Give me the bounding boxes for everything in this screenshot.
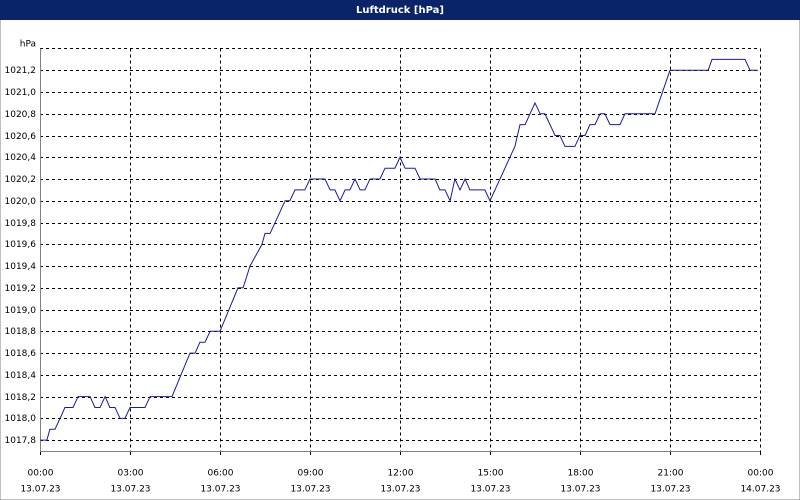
y-tick-label: 1020,6 xyxy=(5,132,37,142)
y-tick-label: 1019,0 xyxy=(5,306,37,316)
y-tick-label: 1020,8 xyxy=(5,110,37,120)
x-tick-label: 00:00 xyxy=(748,469,774,479)
y-tick-label: 1020,2 xyxy=(5,175,37,185)
x-tick-label: 12:00 xyxy=(388,469,414,479)
x-tick-date: 13.07.23 xyxy=(20,485,60,495)
x-tick-date: 13.07.23 xyxy=(200,485,240,495)
y-tick-label: 1018,0 xyxy=(5,414,37,424)
x-tick-date: 13.07.23 xyxy=(560,485,600,495)
x-tick-label: 21:00 xyxy=(658,469,684,479)
y-tick-label: 1021,0 xyxy=(5,88,37,98)
title-bar xyxy=(0,0,800,20)
y-tick-label: 1019,6 xyxy=(5,240,37,250)
chart-title: Luftdruck [hPa] xyxy=(356,5,444,16)
y-tick-label: 1017,8 xyxy=(5,436,37,446)
y-axis-label: hPa xyxy=(20,40,36,50)
x-tick-label: 15:00 xyxy=(478,469,504,479)
x-tick-date: 13.07.23 xyxy=(290,485,330,495)
x-tick-label: 03:00 xyxy=(118,469,144,479)
x-tick-label: 00:00 xyxy=(28,469,54,479)
x-tick-date: 13.07.23 xyxy=(110,485,150,495)
x-tick-label: 18:00 xyxy=(568,469,594,479)
y-tick-label: 1018,4 xyxy=(5,371,37,381)
x-tick-date: 13.07.23 xyxy=(650,485,690,495)
y-tick-label: 1019,4 xyxy=(5,262,37,272)
y-tick-label: 1019,8 xyxy=(5,219,37,229)
x-tick-label: 06:00 xyxy=(208,469,234,479)
y-tick-label: 1018,6 xyxy=(5,349,37,359)
y-tick-label: 1021,2 xyxy=(5,66,37,76)
x-tick-date: 14.07.23 xyxy=(740,485,780,495)
x-tick-date: 13.07.23 xyxy=(380,485,420,495)
y-tick-label: 1018,2 xyxy=(5,393,37,403)
data-line xyxy=(40,58,758,441)
y-tick-label: 1020,0 xyxy=(5,197,37,207)
x-tick-label: 09:00 xyxy=(298,469,324,479)
x-tick-date: 13.07.23 xyxy=(470,485,510,495)
y-tick-label: 1020,4 xyxy=(5,153,37,163)
y-tick-label: 1018,8 xyxy=(5,327,37,337)
y-tick-label: 1019,2 xyxy=(5,284,37,294)
